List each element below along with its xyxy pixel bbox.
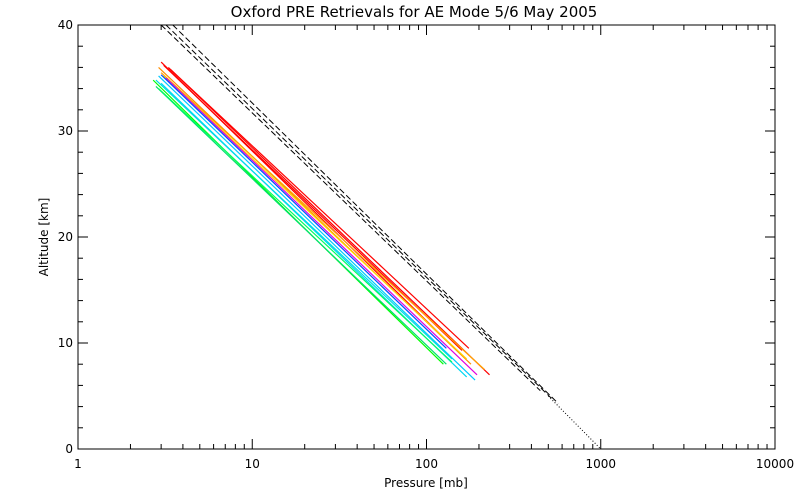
retrieval-yellow	[163, 75, 468, 360]
y-tick-label: 30	[58, 124, 73, 138]
retrieval-cyan-1	[158, 75, 476, 381]
x-tick-label: 1	[74, 457, 82, 471]
reference-lines	[160, 24, 602, 450]
y-axis-label: Altitude [km]	[37, 198, 51, 277]
reference-dotted	[547, 395, 602, 450]
retrieval-orange-2	[160, 72, 485, 370]
y-tick-label: 0	[65, 442, 73, 456]
retrieval-series	[152, 61, 490, 381]
retrieval-red-4	[170, 69, 470, 349]
retrieval-red-3	[167, 66, 490, 376]
tick-labels: 1 10 100 1000 10000 0 10 20 30 40	[58, 18, 794, 471]
retrieval-cyan-2	[155, 79, 453, 360]
reference-dashed-2	[165, 24, 552, 399]
axis-ticks	[77, 24, 776, 450]
x-axis-label: Pressure [mb]	[384, 476, 468, 490]
reference-dashed-3	[172, 24, 559, 404]
y-tick-label: 40	[58, 18, 73, 32]
retrieval-blue	[160, 74, 447, 349]
retrieval-magenta	[165, 77, 478, 376]
reference-dashed-1	[160, 24, 541, 392]
chart-title: Oxford PRE Retrievals for AE Mode 5/6 Ma…	[231, 3, 598, 21]
x-tick-label: 100	[415, 457, 438, 471]
x-tick-label: 10	[245, 457, 260, 471]
y-tick-label: 10	[58, 336, 73, 350]
x-tick-label: 10000	[756, 457, 794, 471]
x-tick-label: 1000	[585, 457, 616, 471]
y-tick-label: 20	[58, 230, 73, 244]
plot-frame	[77, 24, 776, 450]
retrieval-green-2	[155, 86, 447, 365]
retrieval-green-3	[158, 88, 453, 363]
